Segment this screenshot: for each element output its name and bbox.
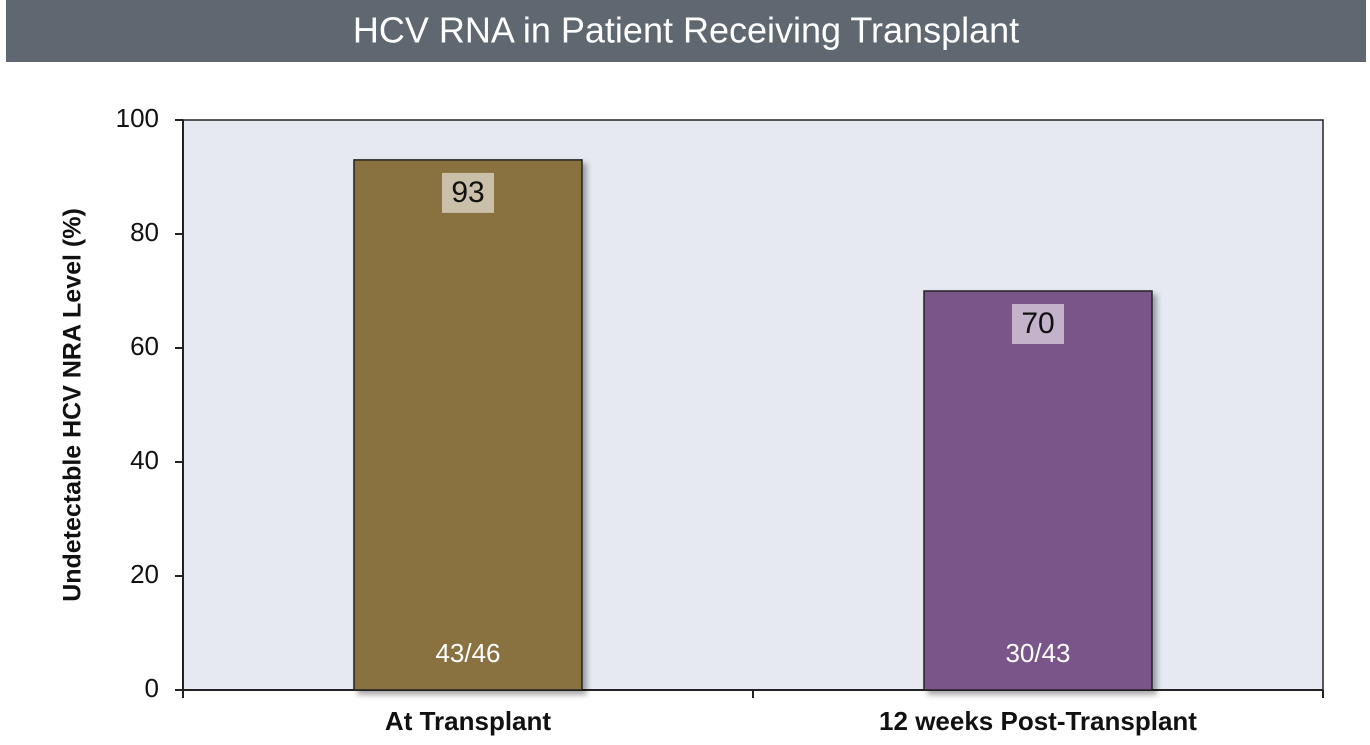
title-bar [6, 0, 1366, 62]
value-label-box [442, 172, 494, 213]
bar-annotation: 43/46 [435, 638, 500, 668]
y-axis-label: Undetectable HCV NRA Level (%) [59, 208, 87, 602]
chart-title: HCV RNA in Patient Receiving Transplant [353, 10, 1019, 51]
x-tick-label: At Transplant [385, 706, 551, 736]
value-label: 93 [451, 176, 484, 209]
bar [923, 290, 1153, 691]
y-tick-label: 100 [116, 103, 159, 133]
y-tick-label: 80 [130, 217, 159, 247]
y-tick-label: 0 [145, 673, 159, 703]
y-tick-label: 20 [130, 559, 159, 589]
bar [353, 159, 583, 691]
x-tick-label: 12 weeks Post-Transplant [879, 706, 1197, 736]
value-label: 70 [1021, 307, 1054, 340]
bar-annotation: 30/43 [1005, 638, 1070, 668]
y-tick-label: 60 [130, 331, 159, 361]
value-label-box [1012, 304, 1064, 344]
y-tick-label: 40 [130, 445, 159, 475]
